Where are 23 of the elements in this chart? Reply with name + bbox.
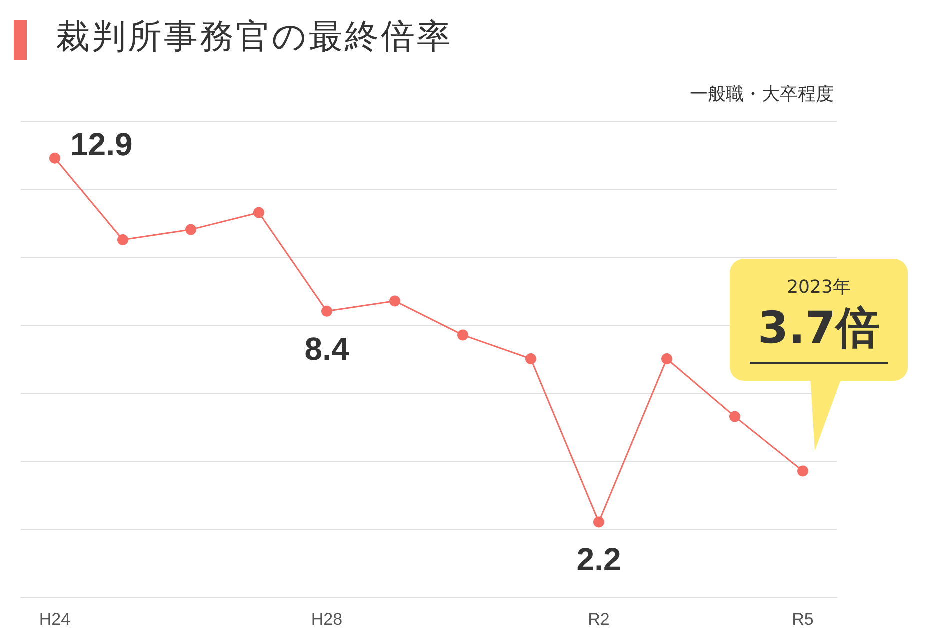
chart-subtitle: 一般職・大卒程度	[690, 83, 834, 106]
point	[50, 152, 60, 164]
data-label: 2.2	[576, 542, 622, 578]
point	[662, 354, 672, 364]
data-label: 8.4	[304, 330, 350, 367]
x-tick-label: R2	[588, 610, 610, 629]
annotation: 2023年	[786, 276, 852, 300]
point	[594, 516, 604, 528]
annotation: 3.7倍	[750, 299, 888, 364]
data-label: 12.9	[70, 126, 133, 162]
point	[526, 354, 536, 364]
point	[458, 330, 468, 341]
point	[254, 207, 264, 218]
point	[730, 411, 740, 422]
point	[798, 466, 808, 477]
x-tick-label: R5	[792, 610, 814, 629]
chart-title: 裁判所事務官の最終倍率	[56, 16, 453, 59]
x-tick-label: H28	[311, 610, 343, 629]
point	[322, 306, 332, 317]
point	[118, 234, 128, 246]
point	[186, 224, 196, 236]
point	[390, 296, 400, 307]
x-tick-label: H24	[39, 610, 71, 629]
